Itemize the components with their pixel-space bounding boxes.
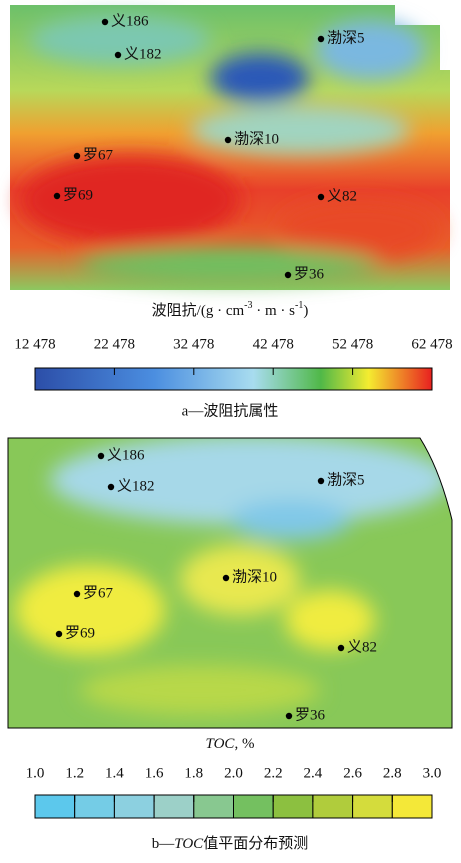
well-label: 义186 (111, 12, 149, 29)
well-label: 渤深5 (327, 471, 365, 488)
label-part: TOC (206, 736, 236, 752)
caption: b—TOC值平面分布预测 (152, 835, 308, 852)
well-marker (74, 153, 80, 159)
well-marker (74, 591, 80, 597)
tick-label: 3.0 (423, 765, 442, 781)
well-label: 义182 (124, 45, 162, 62)
colorbar-cell (154, 795, 194, 818)
well-marker (108, 484, 114, 490)
colorbar-cell (392, 795, 432, 818)
tick-label: 52 478 (332, 336, 373, 352)
tick-label: 1.6 (145, 765, 164, 781)
impedance-map (10, 5, 450, 290)
tick-label: 2.4 (304, 765, 323, 781)
tick-label: 2.2 (264, 765, 283, 781)
tick-label: 1.8 (184, 765, 203, 781)
well-label: 罗67 (83, 585, 114, 601)
tick-label: 2.6 (343, 765, 362, 781)
label-part: , % (234, 736, 254, 752)
colorbar-cell (114, 795, 154, 818)
colorbar-cell (35, 795, 75, 818)
figure: 波阻抗/(g · cm-3 · m · s-1) a—波阻抗属性 TOC, % … (0, 0, 461, 858)
colorbar-cell (353, 795, 393, 818)
label-part: · m · s (252, 303, 295, 319)
well-label: 渤深10 (232, 568, 277, 585)
well-marker (285, 272, 291, 278)
tick-label: 2.8 (383, 765, 402, 781)
well-label: 罗69 (65, 625, 95, 641)
well-label: 义186 (107, 446, 145, 463)
tick-label: 12 478 (14, 336, 55, 352)
colorbar-label: TOC, % (206, 736, 255, 752)
colorbar-cell (234, 795, 274, 818)
well-marker (98, 453, 104, 459)
caption-part: 值平面分布预测 (203, 835, 308, 852)
colorbar-cell (194, 795, 234, 818)
well-marker (115, 52, 121, 58)
well-marker (56, 631, 62, 637)
label-sup: -1 (295, 300, 303, 311)
well-label: 义82 (347, 638, 377, 655)
tick-label: 42 478 (253, 336, 294, 352)
tick-label: 1.0 (26, 765, 45, 781)
label-part: 波阻抗/(g · cm (152, 302, 245, 319)
well-label: 罗36 (295, 707, 326, 723)
well-marker (318, 36, 324, 42)
tick-label: 62 478 (411, 336, 452, 352)
well-marker (338, 645, 344, 651)
well-marker (54, 193, 60, 199)
well-marker (318, 194, 324, 200)
tick-label: 1.2 (65, 765, 84, 781)
colorbar-cell (313, 795, 353, 818)
tick-label: 2.0 (224, 765, 243, 781)
toc-map (8, 435, 452, 728)
tick-label: 32 478 (173, 336, 214, 352)
colorbar-label: 波阻抗/(g · cm-3 · m · s-1) (152, 300, 309, 319)
caption-part: TOC (174, 836, 204, 852)
colorbar-cell (75, 795, 115, 818)
well-marker (225, 137, 231, 143)
caption: a—波阻抗属性 (182, 402, 279, 419)
well-marker (102, 19, 108, 25)
tick-label: 1.4 (105, 765, 124, 781)
label-part: ) (303, 303, 308, 319)
well-label: 渤深10 (234, 130, 279, 147)
well-label: 罗36 (294, 266, 325, 282)
well-label: 渤深5 (327, 29, 365, 46)
colorbar-cell (273, 795, 313, 818)
well-marker (223, 575, 229, 581)
tick-label: 22 478 (94, 336, 135, 352)
well-marker (286, 713, 292, 719)
well-label: 义182 (117, 477, 155, 494)
caption-part: b— (152, 836, 176, 852)
well-label: 罗67 (83, 147, 114, 163)
well-marker (318, 478, 324, 484)
colorbar (35, 368, 432, 390)
label-sup: -3 (244, 300, 252, 311)
well-label: 义82 (327, 187, 357, 204)
well-label: 罗69 (63, 187, 93, 203)
